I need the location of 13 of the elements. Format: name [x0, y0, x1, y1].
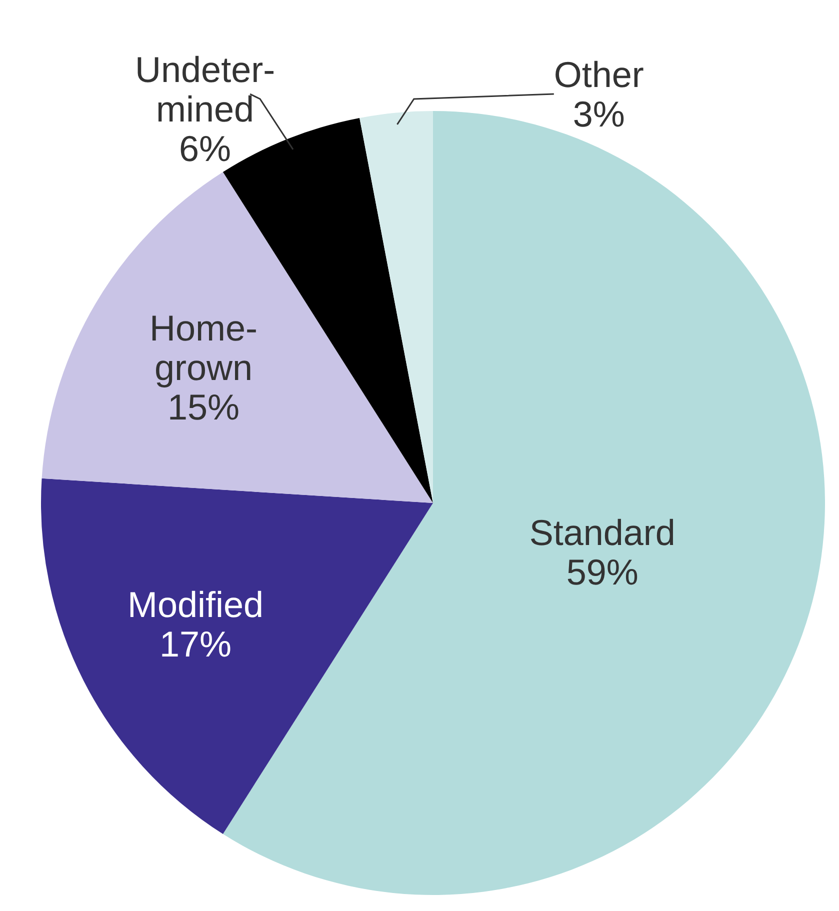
- data-label: 6%: [179, 128, 232, 170]
- slice-label: Home-grown: [150, 307, 258, 388]
- pie-slice: [42, 172, 433, 503]
- slice-label: Undeter-mined: [135, 49, 276, 130]
- slice-label: Standard: [529, 512, 676, 554]
- data-label: 15%: [168, 386, 240, 428]
- pie-slice: [41, 478, 433, 834]
- pie-slice: [360, 111, 433, 503]
- slice-label: Modified: [127, 584, 264, 625]
- data-label: 17%: [159, 623, 232, 664]
- data-label: 3%: [572, 93, 625, 134]
- data-label: 59%: [566, 552, 638, 593]
- slice-label: Other: [554, 54, 644, 95]
